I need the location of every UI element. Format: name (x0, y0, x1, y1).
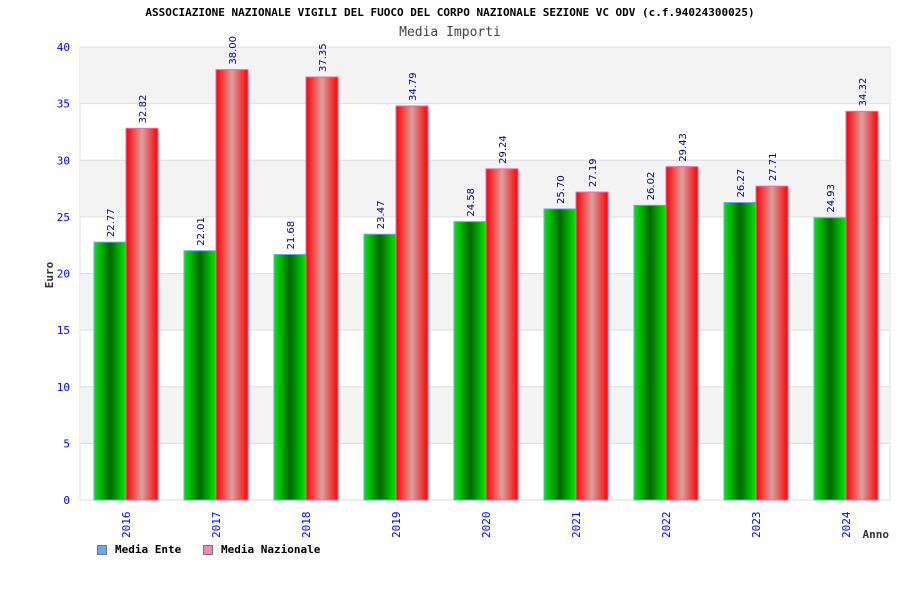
bar-ente (723, 201, 757, 501)
x-tick-label: 2020 (480, 512, 493, 539)
data-label: 26.02 (646, 172, 657, 201)
data-label: 27.19 (588, 158, 599, 187)
data-label: 22.77 (106, 208, 117, 237)
bar-nazionale (665, 166, 699, 501)
data-label: 23.47 (376, 201, 387, 230)
x-tick-label: 2024 (840, 511, 853, 538)
data-label: 34.32 (858, 78, 869, 107)
bar-nazionale (485, 168, 519, 501)
legend-item-ente: Media Ente (97, 543, 181, 556)
y-axis-label: Euro (43, 261, 56, 288)
bar-ente (813, 217, 847, 501)
legend-swatch (97, 544, 107, 555)
bar-nazionale (395, 105, 429, 501)
data-label: 29.24 (498, 135, 509, 164)
x-tick-label: 2018 (300, 512, 313, 539)
legend-label: Media Nazionale (221, 543, 321, 556)
y-tick-label: 35 (57, 98, 70, 111)
bar-nazionale (215, 69, 249, 501)
bar-ente (633, 204, 667, 501)
bar-ente (363, 233, 397, 501)
bar-ente (273, 253, 307, 501)
y-tick-label: 10 (57, 381, 70, 394)
x-tick-label: 2016 (120, 512, 133, 539)
x-tick-label: 2019 (390, 512, 403, 539)
bar-ente (183, 250, 217, 501)
legend-label: Media Ente (115, 543, 182, 556)
y-tick-label: 5 (63, 437, 70, 450)
bar-nazionale (305, 76, 339, 501)
data-label: 22.01 (196, 217, 207, 246)
data-label: 21.68 (286, 221, 297, 250)
y-tick-label: 20 (57, 268, 70, 281)
bar-ente (543, 208, 577, 501)
bar-nazionale (575, 191, 609, 501)
data-label: 27.71 (768, 153, 779, 182)
legend-swatch (203, 544, 213, 555)
data-label: 24.58 (466, 188, 477, 217)
x-tick-label: 2023 (750, 512, 763, 539)
x-tick-label: 2021 (570, 512, 583, 539)
data-label: 38.00 (228, 36, 239, 65)
y-tick-label: 25 (57, 211, 70, 224)
data-label: 29.43 (678, 133, 689, 162)
grid-band (80, 47, 890, 104)
data-label: 24.93 (826, 184, 837, 213)
chart-title: ASSOCIAZIONE NAZIONALE VIGILI DEL FUOCO … (145, 6, 755, 19)
bar-ente (93, 241, 127, 501)
data-label: 26.27 (736, 169, 747, 198)
y-tick-label: 40 (57, 41, 70, 54)
bar-nazionale (125, 127, 159, 501)
data-label: 34.79 (408, 72, 419, 101)
x-tick-label: 2017 (210, 512, 223, 539)
data-label: 32.82 (138, 95, 149, 124)
data-label: 25.70 (556, 175, 567, 204)
y-tick-label: 30 (57, 154, 70, 167)
x-axis-label: Anno (863, 528, 890, 541)
bar-nazionale (755, 185, 789, 501)
x-tick-label: 2022 (660, 512, 673, 539)
bar-ente (453, 221, 487, 501)
bar-nazionale (845, 110, 879, 501)
y-tick-label: 15 (57, 324, 70, 337)
data-label: 37.35 (318, 43, 329, 72)
y-tick-label: 0 (63, 494, 70, 507)
chart-subtitle: Media Importi (399, 25, 501, 40)
legend-item-nazionale: Media Nazionale (203, 543, 320, 556)
